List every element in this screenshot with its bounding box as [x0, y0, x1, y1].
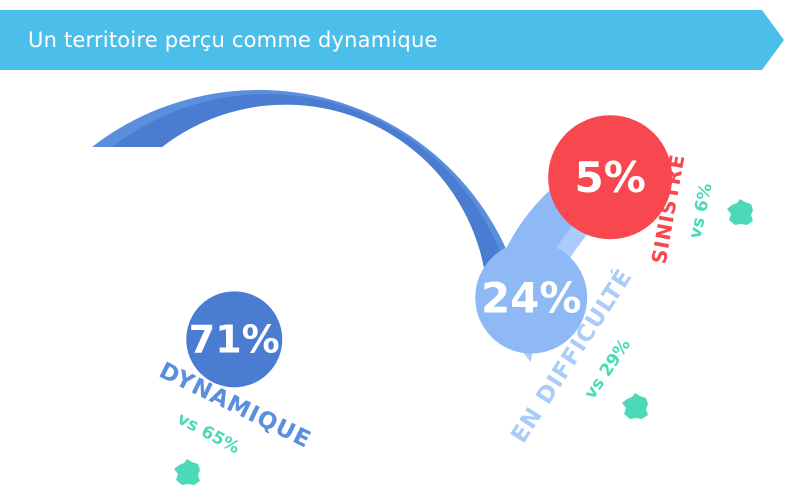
france-map-icon: [622, 393, 648, 419]
france-map-icon: [174, 459, 200, 485]
comparison-label-sinistre: vs 6%: [686, 182, 717, 241]
banner-arrow-shape: [0, 10, 784, 70]
segment-inner-dynamique: [112, 94, 519, 347]
bubble-dynamique: [186, 291, 283, 388]
banner-shape: [0, 10, 784, 70]
percent-label-sinistre: 5%: [574, 153, 645, 202]
page-title: Un territoire perçu comme dynamique: [28, 28, 438, 52]
france-map-icon: [727, 199, 753, 225]
bubble-sinistre: [548, 115, 673, 240]
bubble-en-difficulte: [475, 241, 588, 354]
percent-label-dynamique: 71%: [189, 318, 280, 362]
header-banner: Un territoire perçu comme dynamique: [0, 10, 784, 70]
percent-label-en-difficulte: 24%: [481, 273, 582, 322]
